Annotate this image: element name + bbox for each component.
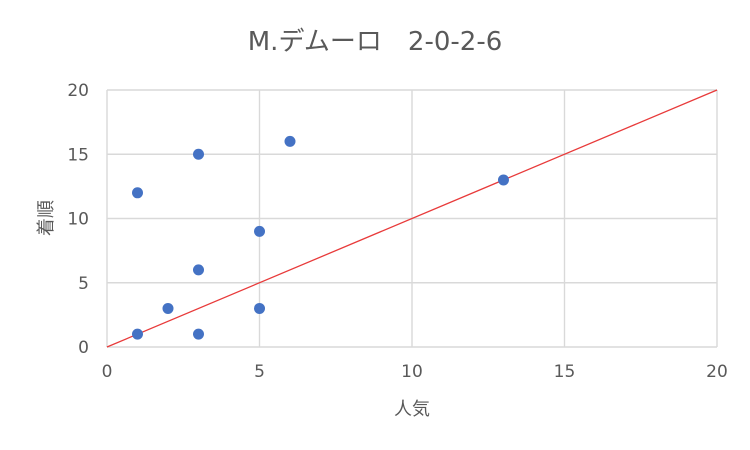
y-axis-label: 着順 [36, 200, 57, 236]
data-point [284, 135, 296, 147]
data-point [254, 225, 265, 237]
data-point [193, 328, 204, 340]
data-point [254, 302, 265, 314]
data-point [193, 264, 204, 276]
y-tick-label: 0 [78, 338, 89, 358]
chart-title: M.デムーロ 2-0-2-6 [248, 27, 503, 57]
y-axis-ticks: 0 5 10 15 20 [67, 81, 89, 358]
x-tick-label: 20 [706, 362, 728, 382]
reference-line-layer [106, 89, 718, 348]
x-tick-label: 5 [254, 362, 265, 382]
data-points [132, 135, 509, 340]
data-point [193, 148, 204, 160]
data-point [132, 328, 143, 340]
data-point [162, 302, 174, 314]
x-axis-label: 人気 [394, 399, 430, 420]
y-tick-label: 10 [67, 210, 89, 230]
grid-lines [106, 89, 718, 348]
x-tick-label: 0 [102, 362, 113, 382]
data-point [132, 187, 143, 199]
y-tick-label: 20 [67, 81, 89, 101]
x-tick-label: 15 [554, 362, 576, 382]
y-tick-label: 5 [78, 274, 89, 294]
x-axis-ticks: 0 5 10 15 20 [102, 362, 728, 382]
reference-line [106, 89, 718, 348]
x-tick-label: 10 [401, 362, 423, 382]
y-tick-label: 15 [67, 145, 89, 165]
data-point [498, 174, 509, 186]
